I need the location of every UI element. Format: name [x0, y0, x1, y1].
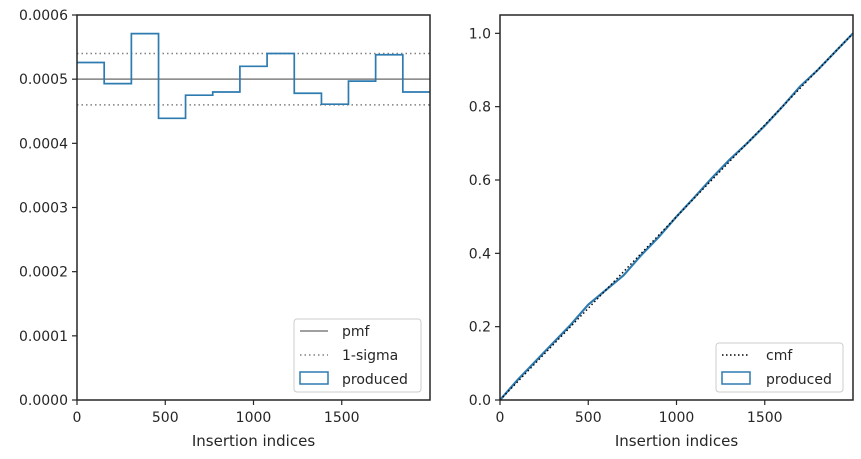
x-tick-label: 1000	[236, 410, 272, 426]
legend: cmf produced	[715, 342, 844, 393]
produced-step-line	[77, 32, 430, 120]
x-tick-label: 1500	[747, 410, 783, 426]
cmf-line	[499, 32, 854, 401]
x-tick-label: 1500	[324, 410, 360, 426]
y-tick-label: 0.0006	[19, 8, 68, 24]
y-tick-label: 0.0	[469, 393, 491, 409]
y-tick-label: 0.8	[469, 100, 491, 116]
legend-produced-label: produced	[766, 372, 832, 388]
legend-box	[293, 318, 422, 393]
x-tick-label: 1000	[659, 410, 695, 426]
right-chart-panel: 0 500 1000 1500 0.0 0.2 0.4 0.6 0.8 1.0 Insertion …	[469, 14, 854, 450]
y-tick-label: 0.0003	[19, 201, 68, 217]
plot-frame	[76, 14, 431, 401]
legend-produced-swatch	[721, 371, 751, 385]
y-tick-label: 0.0005	[19, 72, 68, 88]
legend-box	[715, 342, 844, 393]
legend-pmf-label: pmf	[342, 324, 371, 340]
x-tick-label: 500	[575, 410, 602, 426]
x-tick-label: 0	[73, 410, 82, 426]
y-tick-label: 0.0000	[19, 393, 68, 409]
x-axis-label: Insertion indices	[615, 432, 738, 450]
legend-sigma-label: 1-sigma	[342, 348, 398, 364]
y-tick-label: 0.6	[469, 173, 491, 189]
produced-cumulative-line	[499, 32, 854, 401]
legend-produced-swatch	[299, 371, 329, 385]
x-axis-label: Insertion indices	[192, 432, 315, 450]
y-tick-label: 0.4	[469, 246, 491, 262]
y-tick-label: 0.0002	[19, 265, 68, 281]
left-chart-panel: 0 500 1000 1500 0.0000 0.0001 0.0002 0.0003 0.00…	[19, 8, 431, 450]
x-tick-label: 0	[496, 410, 505, 426]
legend: pmf 1-sigma produced	[293, 318, 422, 393]
y-tick-label: 0.0001	[19, 329, 68, 345]
legend-cmf-label: cmf	[766, 348, 793, 364]
y-tick-label: 0.0004	[19, 136, 68, 152]
y-tick-label: 1.0	[469, 26, 491, 42]
legend-produced-label: produced	[342, 372, 408, 388]
plot-frame	[499, 14, 854, 401]
y-tick-label: 0.2	[469, 320, 491, 336]
x-tick-label: 500	[152, 410, 179, 426]
